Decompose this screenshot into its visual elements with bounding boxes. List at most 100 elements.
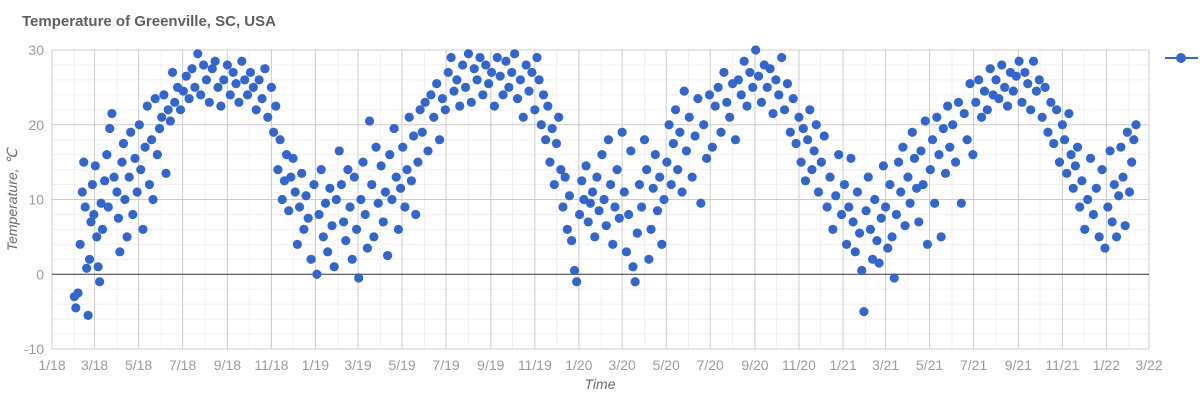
data-point xyxy=(225,90,235,100)
data-point xyxy=(630,277,640,287)
data-point xyxy=(449,86,459,96)
data-point xyxy=(277,194,287,205)
data-point xyxy=(657,239,667,249)
data-point xyxy=(432,79,442,89)
data-point xyxy=(710,101,720,111)
data-point xyxy=(870,194,880,205)
data-point xyxy=(284,206,294,216)
data-point xyxy=(130,153,140,163)
data-point xyxy=(857,265,867,276)
data-point xyxy=(358,157,368,167)
x-tick-label: 11/19 xyxy=(518,357,552,373)
data-point xyxy=(1026,105,1036,115)
data-point xyxy=(603,135,614,145)
data-point xyxy=(909,153,920,163)
data-point xyxy=(83,310,93,320)
data-point xyxy=(768,108,778,119)
data-point xyxy=(1028,56,1039,66)
data-point xyxy=(222,60,232,70)
x-tick-label: 7/21 xyxy=(960,357,987,373)
data-point xyxy=(150,93,160,104)
data-point xyxy=(1094,232,1104,242)
legend[interactable] xyxy=(1162,48,1200,70)
data-point xyxy=(666,179,676,190)
data-point xyxy=(985,64,995,74)
data-point xyxy=(140,142,150,152)
data-point xyxy=(874,258,884,268)
chart-title: Temperature of Greenville, SC, USA xyxy=(22,13,276,30)
data-point xyxy=(510,49,520,59)
data-point xyxy=(887,232,897,242)
data-point xyxy=(165,116,175,126)
data-point xyxy=(581,161,591,171)
data-point xyxy=(142,101,152,111)
data-point xyxy=(118,138,129,149)
data-point xyxy=(585,198,595,208)
data-point xyxy=(460,82,471,92)
data-point xyxy=(693,93,703,104)
data-point xyxy=(634,179,645,190)
data-point xyxy=(898,142,908,152)
data-point xyxy=(936,232,946,242)
data-point xyxy=(880,202,891,212)
data-point xyxy=(126,127,136,137)
data-point xyxy=(420,97,430,107)
data-point xyxy=(1037,112,1047,122)
data-point xyxy=(839,179,850,190)
x-tick-label: 11/21 xyxy=(1045,357,1079,373)
data-point xyxy=(816,157,826,167)
x-tick-label: 3/20 xyxy=(609,357,636,373)
data-point xyxy=(1118,172,1128,182)
data-point xyxy=(541,135,551,145)
data-point xyxy=(979,86,990,96)
y-tick-label: 30 xyxy=(28,42,44,58)
data-point xyxy=(648,183,658,193)
x-tick-label: 7/19 xyxy=(432,357,459,373)
data-point xyxy=(872,236,882,246)
data-point xyxy=(713,82,723,92)
data-point xyxy=(367,179,377,190)
data-point xyxy=(478,90,488,100)
data-point xyxy=(440,105,450,115)
data-point xyxy=(558,202,568,212)
data-point xyxy=(807,165,817,175)
data-point xyxy=(371,142,381,152)
data-point xyxy=(742,101,752,111)
data-point xyxy=(545,157,555,167)
data-point xyxy=(472,75,482,85)
data-point xyxy=(181,71,191,81)
x-tick-label: 3/18 xyxy=(81,357,108,373)
data-point xyxy=(796,157,806,167)
data-point xyxy=(562,224,572,234)
data-point xyxy=(521,60,531,70)
data-point xyxy=(380,187,391,197)
data-point xyxy=(354,273,364,283)
data-point xyxy=(323,247,333,257)
data-point xyxy=(190,82,200,92)
data-point xyxy=(266,82,276,92)
data-point xyxy=(327,221,337,231)
data-point xyxy=(434,135,445,145)
data-point xyxy=(798,123,808,134)
data-point xyxy=(771,75,781,85)
data-point xyxy=(932,112,942,122)
data-point xyxy=(560,172,570,182)
data-point xyxy=(854,228,865,238)
data-point xyxy=(794,112,804,122)
data-point xyxy=(756,97,767,107)
data-point xyxy=(406,176,417,186)
data-point xyxy=(1075,202,1085,212)
data-point xyxy=(621,247,632,257)
data-point xyxy=(1059,135,1070,145)
data-point xyxy=(240,75,250,85)
data-point xyxy=(486,67,497,78)
data-point xyxy=(329,262,339,272)
data-point xyxy=(103,202,113,212)
data-point xyxy=(288,153,298,163)
data-point xyxy=(325,183,335,193)
axis-layer: -10 0 10 20 30 1/18 3/18 5/18 7/18 9/18 11/18 1/19 3… xyxy=(24,42,1163,373)
data-point xyxy=(574,209,585,220)
data-point xyxy=(347,254,357,264)
data-point xyxy=(684,112,694,122)
